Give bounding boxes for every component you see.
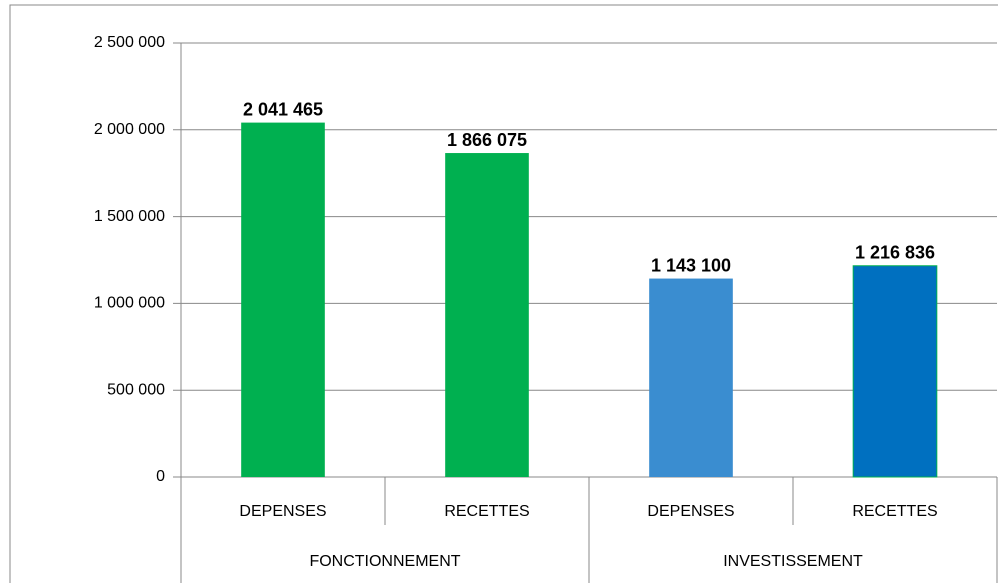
value-label: 1 216 836	[855, 243, 935, 263]
bar	[241, 122, 325, 477]
x-tick-label: RECETTES	[444, 503, 529, 520]
bar	[445, 153, 529, 477]
group-label: INVESTISSEMENT	[723, 553, 863, 570]
chart-frame	[9, 4, 998, 583]
bar	[649, 278, 733, 477]
y-tick-label: 2 000 000	[94, 121, 165, 138]
x-tick-label: DEPENSES	[239, 503, 326, 520]
group-label: FONCTIONNEMENT	[309, 553, 460, 570]
y-tick-label: 1 000 000	[94, 295, 165, 312]
y-tick-label: 500 000	[107, 381, 165, 398]
bar	[852, 265, 938, 478]
x-tick-label: RECETTES	[852, 503, 937, 520]
x-tick-label: DEPENSES	[647, 503, 734, 520]
value-label: 2 041 465	[243, 99, 323, 119]
y-tick-label: 1 500 000	[94, 208, 165, 225]
value-label: 1 143 100	[651, 255, 731, 275]
y-tick-label: 0	[156, 468, 165, 485]
value-label: 1 866 075	[447, 130, 527, 150]
y-tick-label: 2 500 000	[94, 34, 165, 51]
